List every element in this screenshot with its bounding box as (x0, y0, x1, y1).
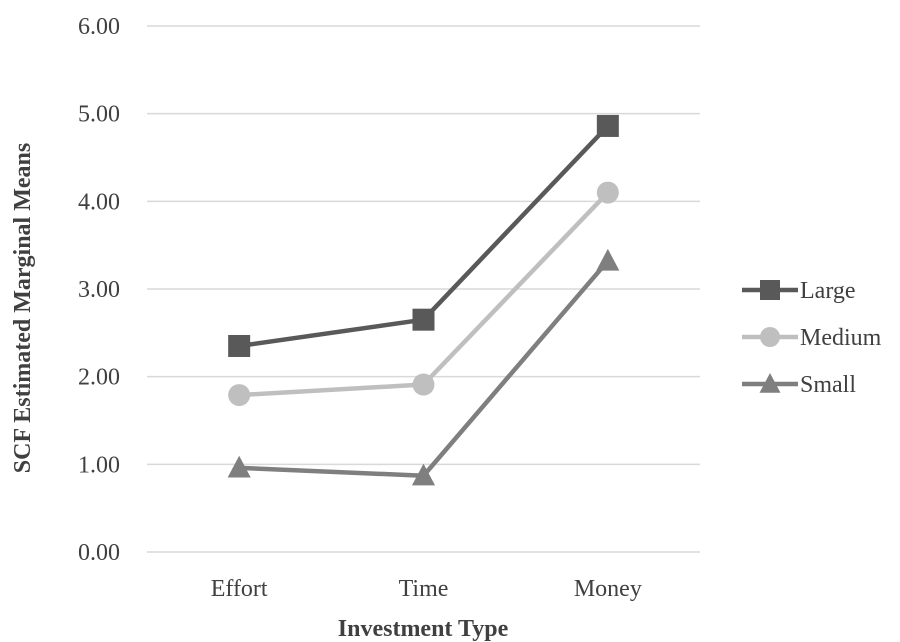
data-point-square (596, 114, 619, 137)
y-axis-title: SCF Estimated Marginal Means (10, 143, 36, 473)
y-tick-label: 2.00 (78, 365, 120, 391)
legend-item-small: Small (742, 372, 856, 398)
y-tick-label: 5.00 (78, 102, 120, 128)
data-point-triangle (759, 373, 781, 393)
series-small (227, 248, 620, 486)
x-tick-label: Effort (211, 576, 268, 602)
y-tick-label: 6.00 (78, 14, 120, 40)
y-tick-label: 0.00 (78, 540, 120, 566)
legend-label: Small (800, 372, 856, 398)
legend-label: Large (800, 278, 856, 304)
legend-item-large: Large (742, 278, 856, 304)
data-point-circle (228, 384, 251, 407)
data-point-square (228, 334, 251, 357)
data-point-triangle (227, 455, 251, 478)
y-tick-label: 1.00 (78, 452, 120, 478)
y-tick-label: 4.00 (78, 189, 120, 215)
series-lines (227, 114, 620, 486)
series-line (239, 191, 610, 398)
series-medium (228, 181, 619, 407)
data-point-circle (760, 327, 780, 347)
data-point-triangle (411, 463, 436, 486)
series-line (239, 259, 610, 478)
legend-label: Medium (800, 325, 882, 351)
legend-item-medium: Medium (742, 325, 882, 351)
data-point-circle (596, 181, 619, 204)
y-tick-labels: 0.00 1.00 2.00 3.00 4.00 5.00 6.00 (78, 14, 120, 566)
y-tick-label: 3.00 (78, 277, 120, 303)
data-point-square (760, 280, 780, 300)
x-tick-labels: Effort Time Money (211, 576, 642, 602)
legend: Large Medium Small (742, 278, 882, 398)
x-tick-label: Money (574, 576, 642, 602)
data-point-circle (412, 373, 435, 396)
data-point-square (412, 308, 435, 331)
data-point-triangle (596, 248, 620, 271)
series-large (228, 114, 619, 357)
x-axis-title: Investment Type (338, 616, 509, 642)
x-tick-label: Time (399, 576, 449, 602)
